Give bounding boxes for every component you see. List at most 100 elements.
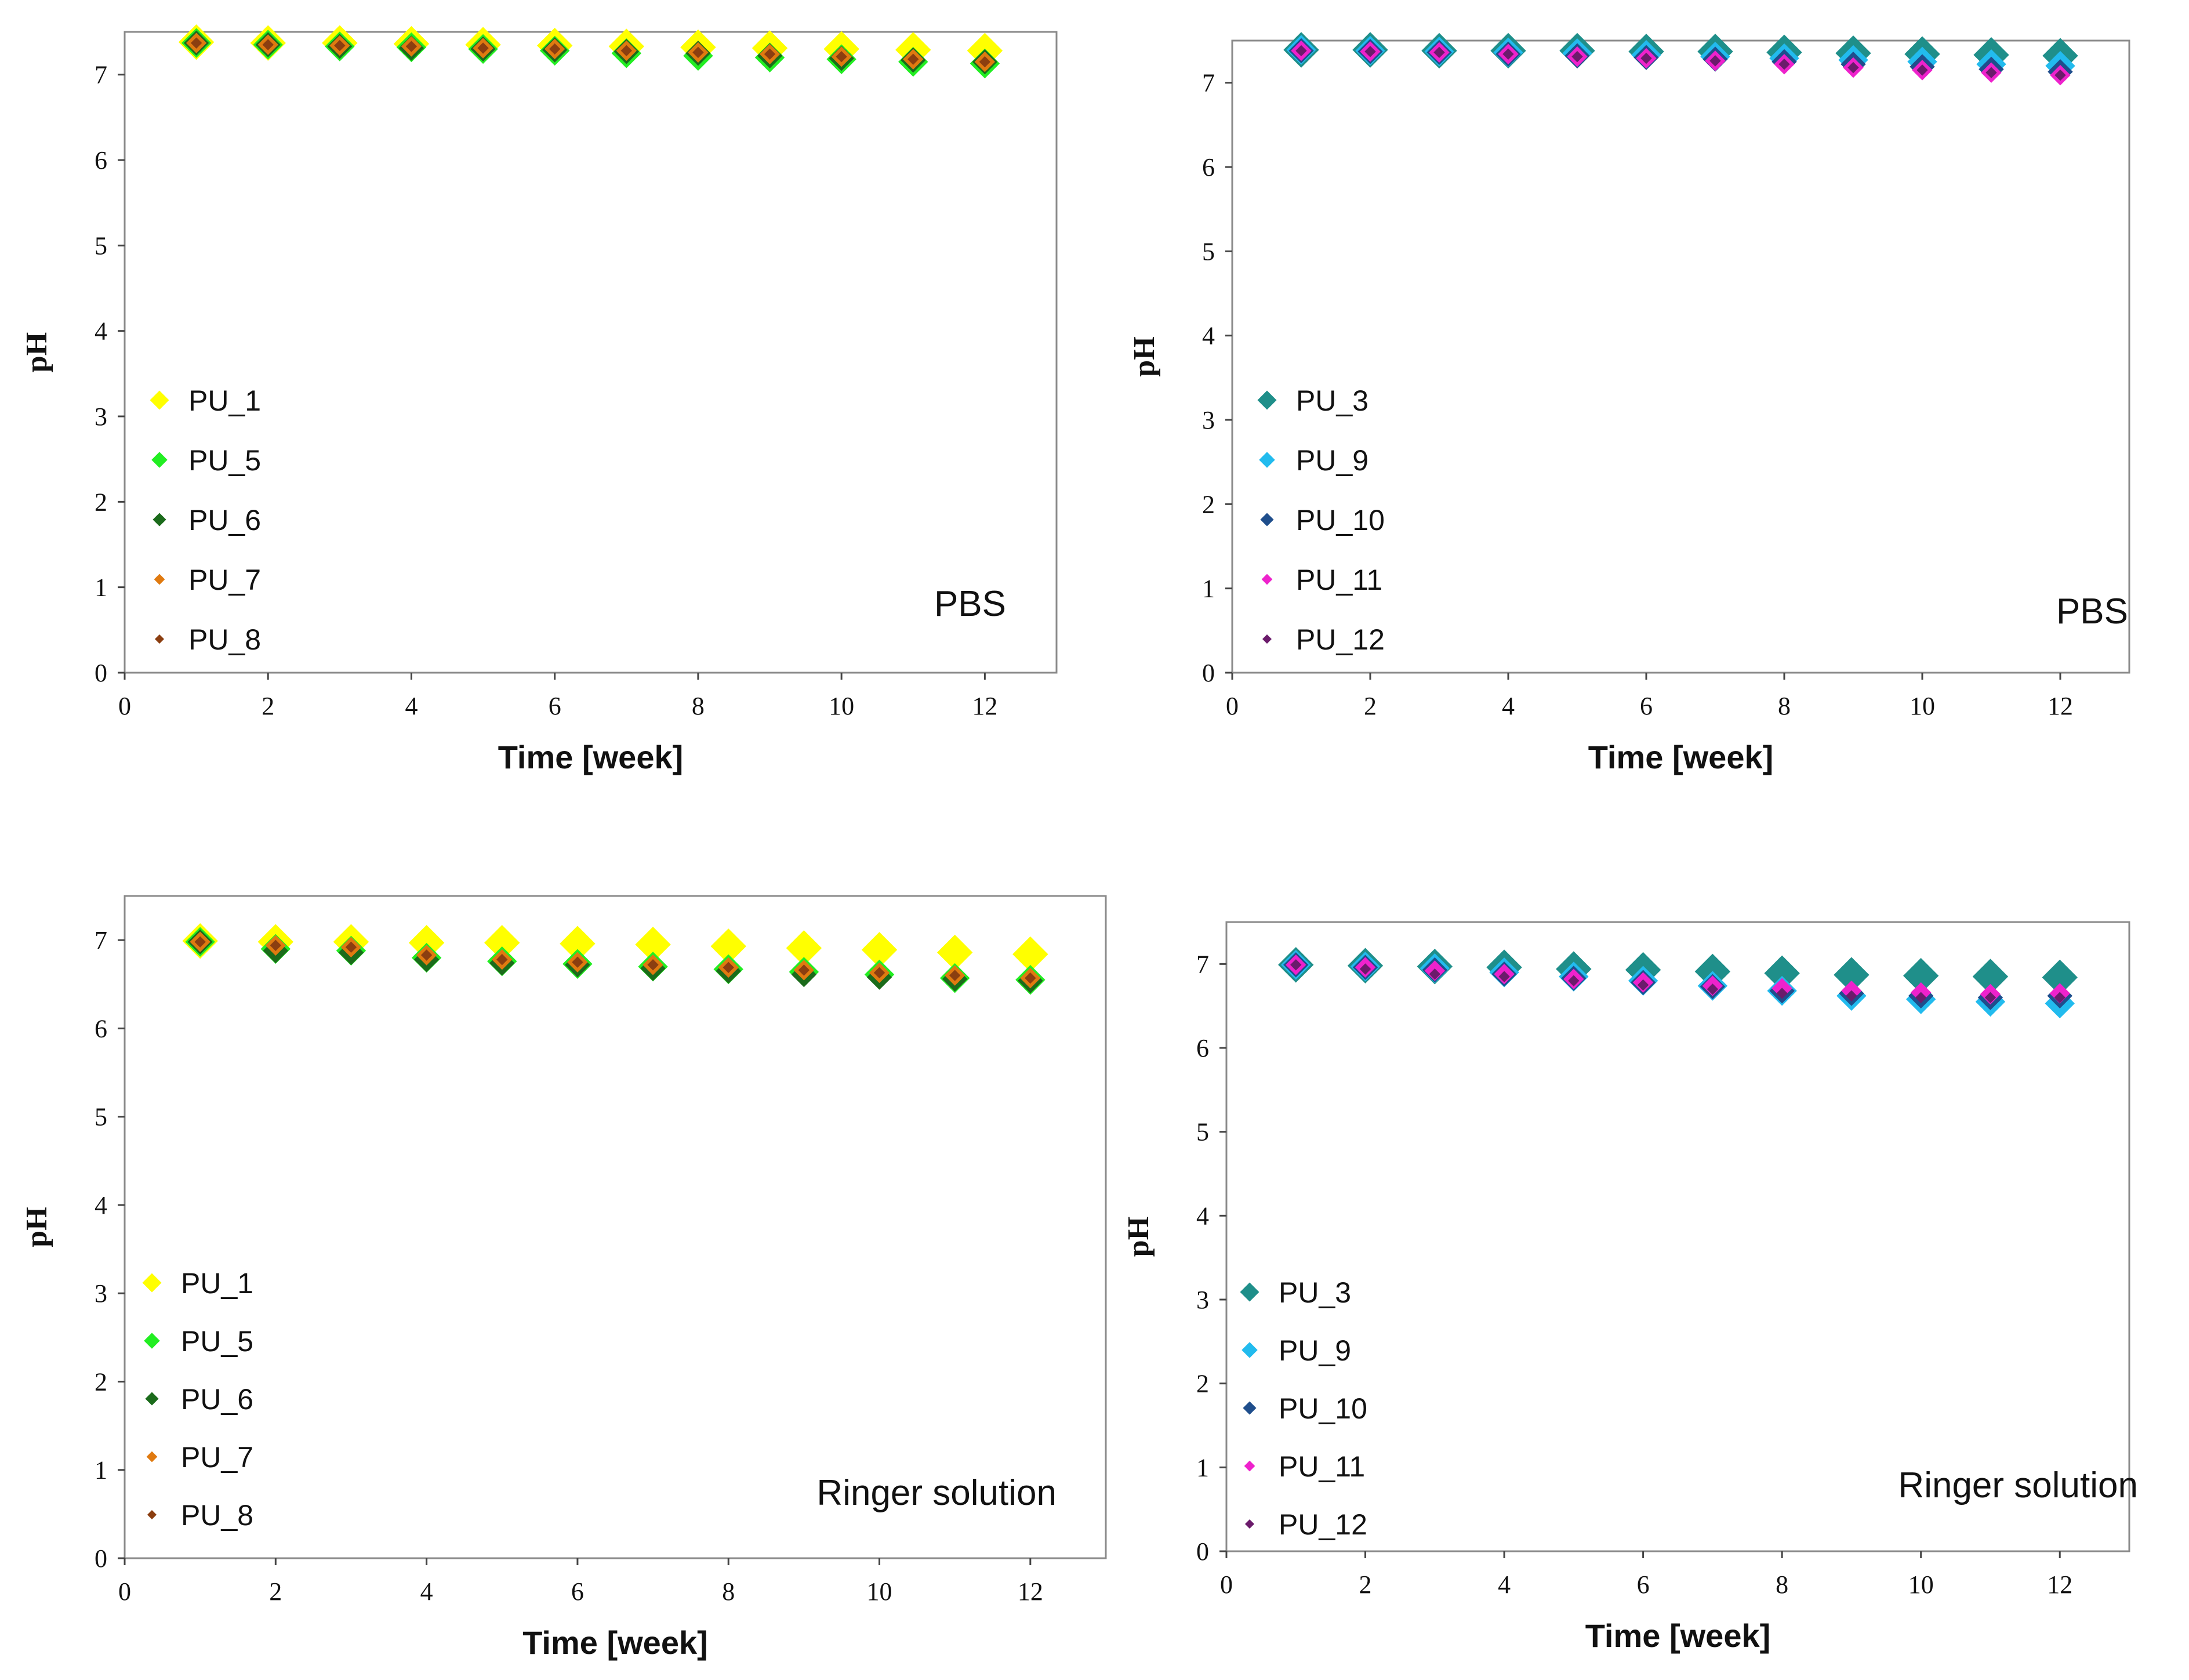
legend-marker (1261, 574, 1273, 585)
legend-label: PU_10 (1296, 504, 1385, 536)
y-tick-label: 3 (1196, 1286, 1209, 1314)
plot-area (1225, 921, 2130, 1552)
data-point (477, 42, 489, 54)
y-tick-label: 1 (95, 1456, 107, 1485)
series-PU_8 (190, 37, 991, 68)
x-tick-label: 2 (269, 1577, 282, 1606)
y-tick-label: 7 (1196, 950, 1209, 978)
x-tick-label: 12 (2047, 1570, 2072, 1599)
data-point (798, 964, 810, 976)
data-point (723, 961, 734, 974)
series-PU_12 (1295, 45, 2066, 81)
data-point (345, 941, 357, 953)
legend-label: PU_3 (1279, 1276, 1351, 1309)
legend-marker (155, 634, 164, 644)
y-tick-label: 6 (1202, 153, 1215, 182)
y-tick-label: 0 (1202, 659, 1215, 687)
y-tick-label: 0 (95, 659, 107, 687)
y-tick-label: 5 (1202, 237, 1215, 266)
data-point (1846, 990, 1857, 1002)
y-tick-label: 6 (95, 1014, 107, 1043)
x-tick-label: 10 (867, 1577, 892, 1606)
legend-label: PU_8 (181, 1499, 253, 1532)
x-tick-label: 6 (571, 1577, 584, 1606)
data-point (1290, 959, 1302, 971)
legend-marker (147, 1510, 157, 1519)
data-point (572, 956, 583, 968)
y-tick-label: 7 (1202, 69, 1215, 97)
x-axis-label: Time [week] (522, 1624, 708, 1661)
y-tick-label: 3 (95, 1279, 107, 1308)
legend-marker (150, 390, 169, 410)
y-tick-label: 2 (1202, 490, 1215, 518)
data-point (1025, 972, 1036, 984)
y-tick-label: 2 (1196, 1370, 1209, 1398)
y-tick-label: 4 (95, 317, 107, 346)
data-point (1571, 50, 1583, 63)
legend: PU_3 PU_9 PU_10 PU_11 PU_12 (1257, 384, 1385, 656)
data-point (405, 41, 418, 52)
y-tick-label: 3 (95, 402, 107, 431)
legend-label: PU_6 (188, 504, 261, 536)
x-tick-label: 10 (829, 692, 854, 720)
x-tick-label: 8 (1778, 692, 1791, 720)
y-tick-label: 3 (1202, 406, 1215, 434)
legend-label: PU_5 (181, 1325, 253, 1358)
data-point (873, 967, 885, 979)
legend-marker (153, 513, 166, 527)
legend-label: PU_7 (188, 564, 261, 596)
x-tick-label: 8 (1776, 1570, 1788, 1599)
y-tick-label: 1 (1202, 575, 1215, 603)
data-point (836, 51, 847, 63)
legend-label: PU_10 (1279, 1392, 1367, 1425)
x-tick-label: 12 (972, 692, 997, 720)
medium-label: Ringer solution (816, 1473, 1057, 1513)
data-point (1985, 67, 1997, 78)
data-point (1637, 979, 1649, 991)
medium-label: PBS (934, 584, 1006, 624)
data-point (979, 56, 991, 68)
data-point (1916, 64, 1928, 76)
y-tick-label: 7 (95, 926, 107, 955)
data-point (1915, 992, 1927, 1003)
y-axis-label: pH (1122, 1217, 1155, 1257)
legend-marker (1243, 1401, 1257, 1415)
legend-label: PU_6 (181, 1383, 253, 1416)
y-tick-label: 6 (1196, 1034, 1209, 1062)
series-PU_12 (1290, 959, 2065, 1003)
legend-marker (1257, 390, 1277, 410)
data-point (1707, 984, 1719, 995)
legend-marker (1241, 1342, 1258, 1358)
x-tick-label: 10 (1908, 1570, 1934, 1599)
data-point (907, 53, 919, 65)
legend-marker (1240, 1282, 1259, 1302)
data-point (496, 953, 508, 966)
x-axis-label: Time [week] (498, 739, 684, 775)
y-tick-label: 0 (95, 1544, 107, 1573)
x-tick-label: 0 (118, 1577, 131, 1606)
x-tick-label: 12 (1018, 1577, 1043, 1606)
legend-marker (1244, 1460, 1255, 1472)
legend-marker (142, 1273, 162, 1293)
data-point (270, 939, 282, 951)
legend-marker (151, 452, 168, 468)
data-point (190, 37, 202, 49)
y-tick-label: 1 (95, 574, 107, 602)
y-tick-label: 4 (1202, 322, 1215, 350)
x-tick-label: 0 (118, 692, 131, 720)
data-point (692, 46, 704, 59)
data-point (1364, 46, 1376, 57)
y-axis-label: pH (1128, 336, 1161, 376)
x-tick-label: 4 (420, 1577, 433, 1606)
legend-marker (1260, 513, 1274, 527)
x-tick-label: 6 (549, 692, 561, 720)
legend-label: PU_7 (181, 1441, 253, 1474)
series-PU_8 (194, 936, 1036, 984)
legend-marker (1245, 1519, 1254, 1529)
y-tick-label: 5 (95, 1103, 107, 1131)
legend: PU_1 PU_5 PU_6 PU_7 PU_8 (142, 1267, 253, 1532)
